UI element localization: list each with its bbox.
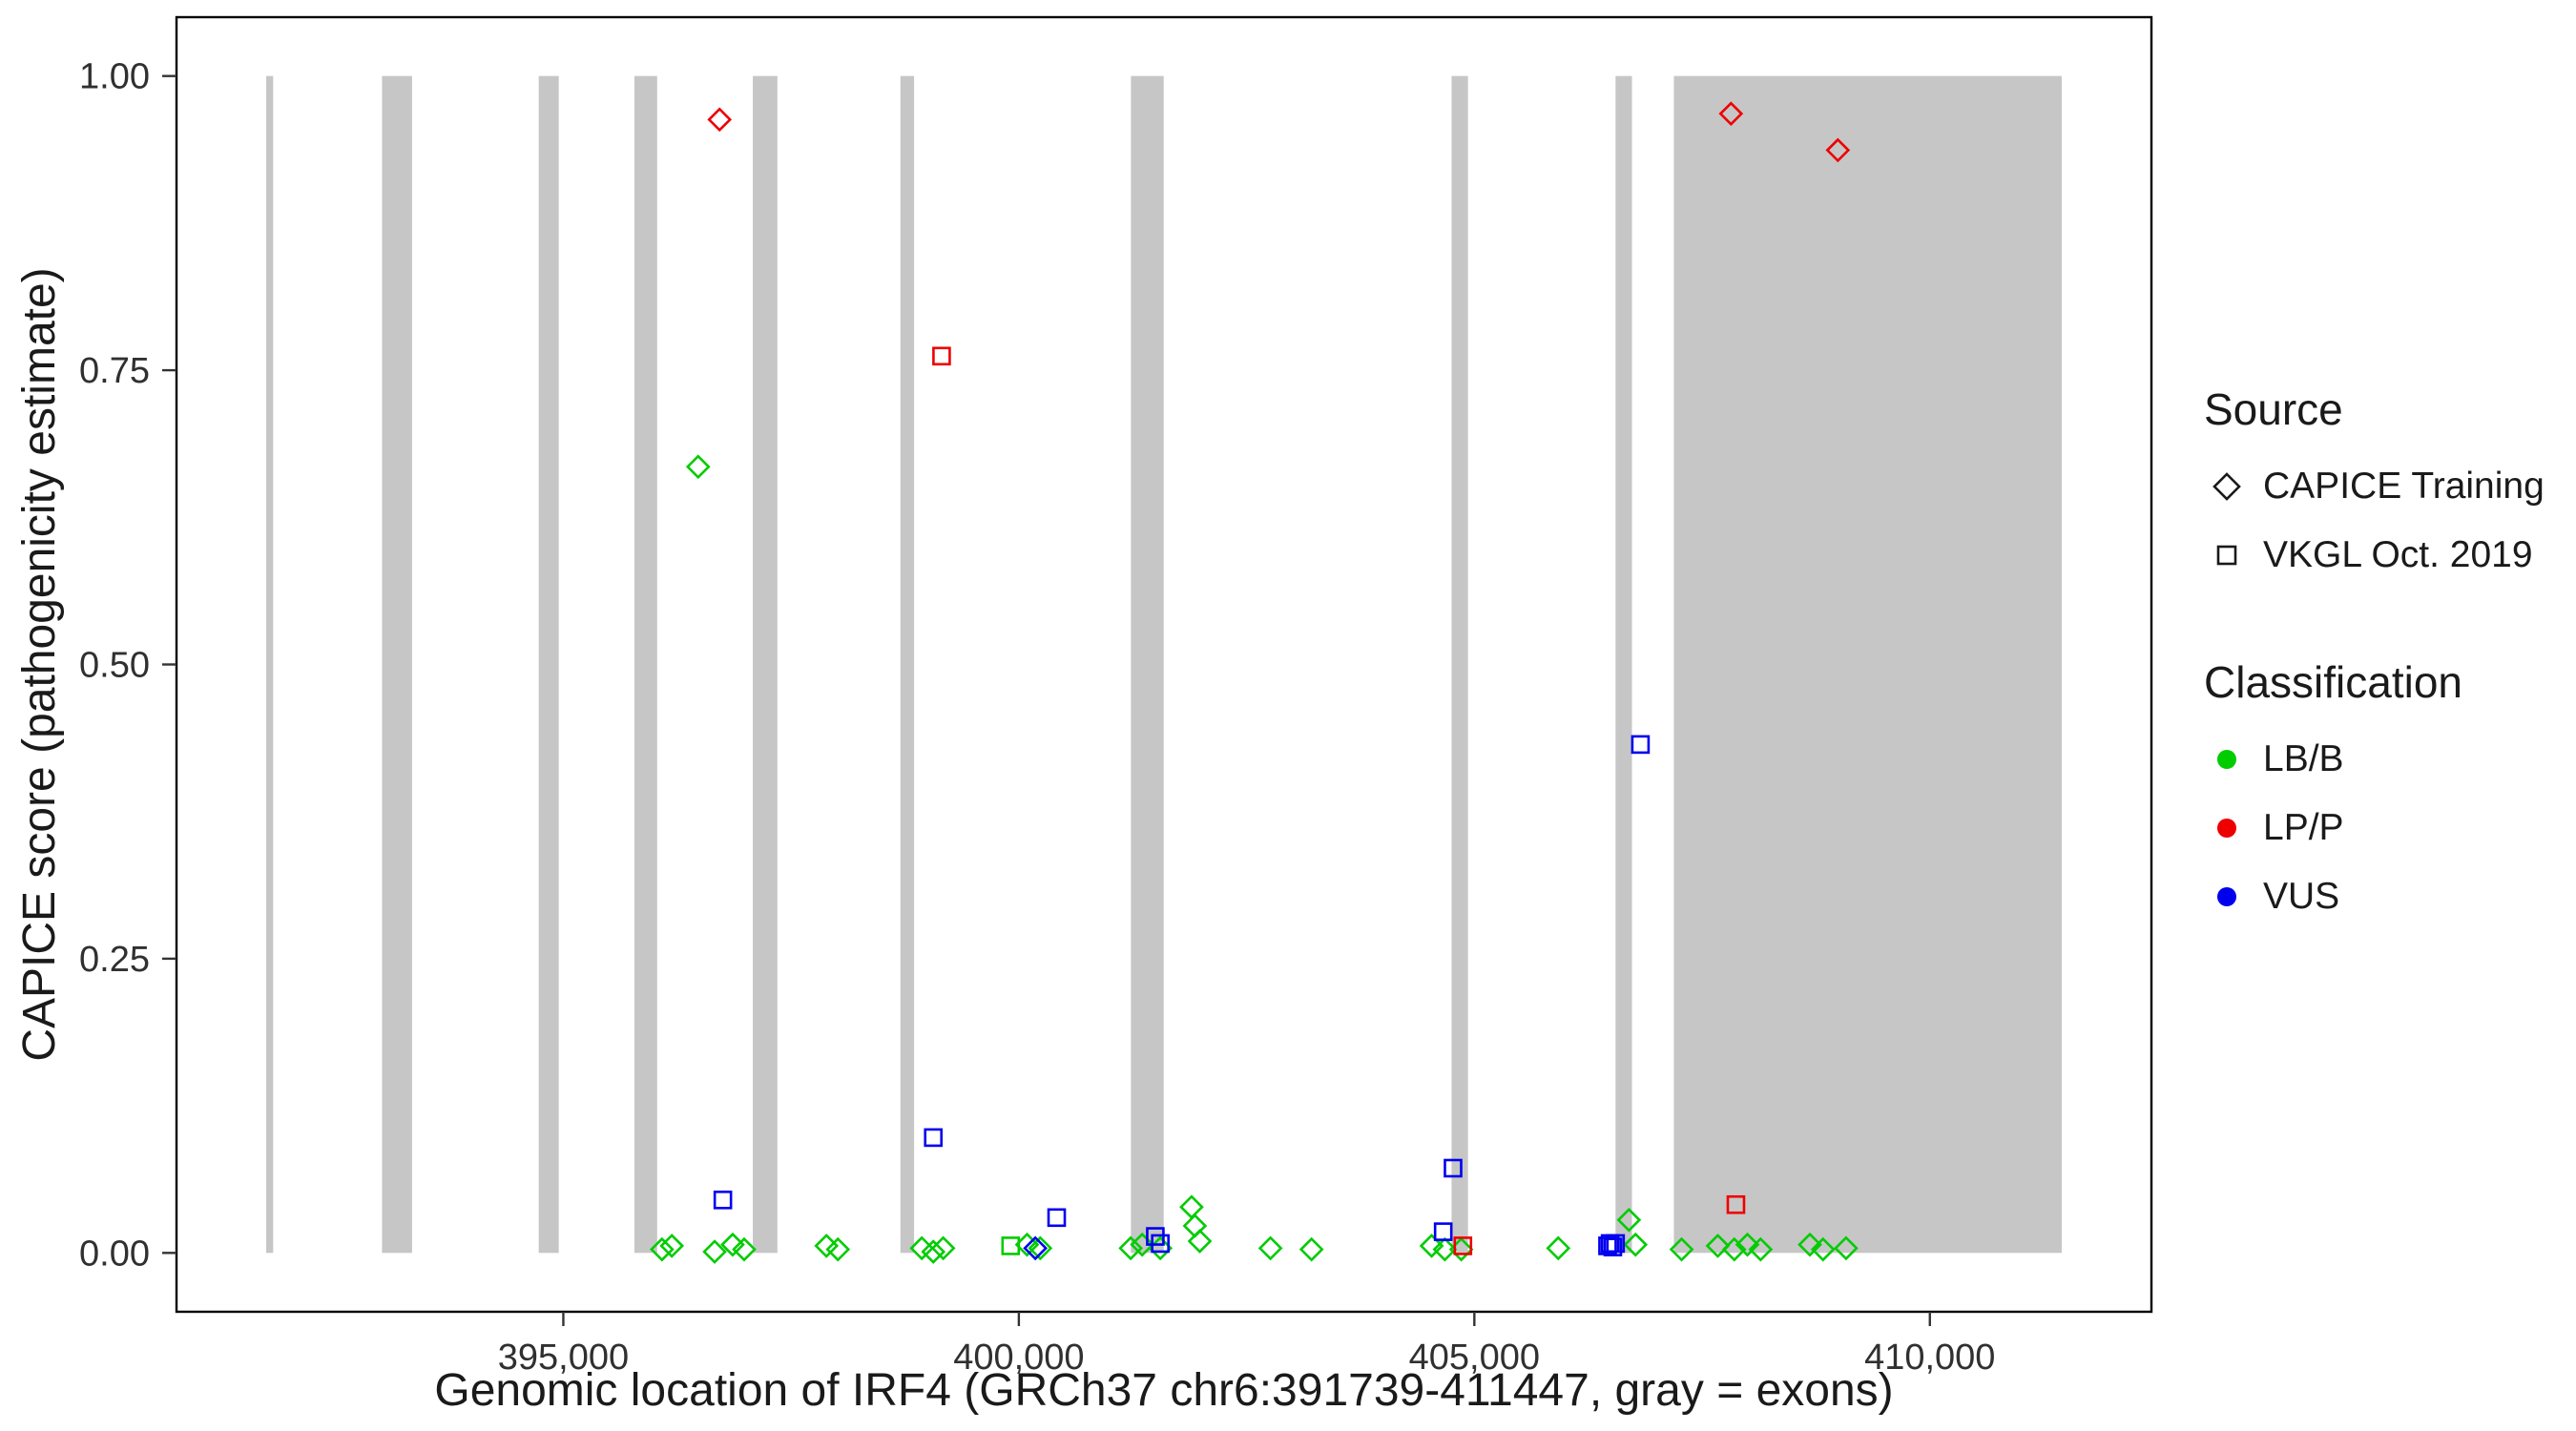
data-point <box>1726 1194 1746 1214</box>
data-point <box>1187 1229 1213 1254</box>
data-point <box>707 107 733 133</box>
x-tick-label: 410,000 <box>1864 1338 1995 1378</box>
data-point <box>659 1234 685 1258</box>
legend-item-vus: VUS <box>2204 862 2545 931</box>
data-point <box>1718 101 1744 126</box>
data-point <box>1014 1232 1040 1257</box>
y-tick-label: 1.00 <box>79 57 150 97</box>
data-point <box>1298 1236 1324 1262</box>
data-point <box>1453 1236 1473 1255</box>
legend-item-label: VKGL Oct. 2019 <box>2263 534 2533 575</box>
data-point <box>921 1239 946 1264</box>
diamond-icon <box>2204 468 2250 505</box>
data-point <box>1603 1237 1623 1256</box>
data-point <box>814 1234 840 1258</box>
data-point <box>1047 1208 1067 1228</box>
data-point <box>909 1235 935 1261</box>
legend-item-label: LP/P <box>2263 807 2344 848</box>
data-point <box>1444 1158 1463 1178</box>
data-point <box>1023 1235 1049 1261</box>
data-point <box>1130 1232 1155 1257</box>
data-point <box>1810 1236 1836 1262</box>
data-point <box>702 1239 727 1264</box>
exon-band <box>753 75 778 1254</box>
data-point <box>1631 735 1651 755</box>
legend-source: Source CAPICE Training VKGL Oct. 2019 <box>2204 384 2545 590</box>
data-point <box>825 1236 851 1262</box>
data-point <box>1616 1207 1642 1233</box>
legend-source-title: Source <box>2204 384 2343 434</box>
data-point <box>1797 1232 1822 1257</box>
data-point <box>1433 1222 1453 1241</box>
data-point <box>1735 1232 1760 1257</box>
data-point <box>720 1232 745 1257</box>
y-tick-label: 0.75 <box>79 351 150 391</box>
legend-item-label: CAPICE Training <box>2263 466 2545 507</box>
data-point <box>1834 1235 1859 1261</box>
legend-item-label: VUS <box>2263 876 2340 917</box>
square-icon <box>2204 537 2250 573</box>
data-point <box>1705 1234 1731 1258</box>
x-axis-title: Genomic location of IRF4 (GRCh37 chr6:39… <box>434 1365 1894 1416</box>
y-tick-label: 0.25 <box>79 940 150 980</box>
data-point <box>1419 1234 1444 1258</box>
exon-band <box>900 75 915 1254</box>
data-point <box>1748 1236 1774 1262</box>
exon-band <box>382 75 412 1254</box>
exon-band <box>1451 75 1468 1254</box>
legend: Source CAPICE Training VKGL Oct. 2019 <box>2204 384 2545 931</box>
legend-item-lbb: LB/B <box>2204 725 2545 794</box>
data-point <box>685 454 711 480</box>
data-point <box>1606 1234 1626 1254</box>
data-point <box>713 1191 733 1210</box>
data-point <box>1028 1235 1053 1261</box>
data-point <box>1623 1232 1649 1257</box>
data-point <box>1001 1236 1021 1255</box>
data-point <box>1151 1234 1170 1254</box>
exon-band <box>538 75 559 1254</box>
data-point <box>932 346 951 366</box>
legend-item-vkgl: VKGL Oct. 2019 <box>2204 521 2545 590</box>
exon-band <box>266 75 274 1254</box>
exon-band <box>634 75 657 1254</box>
legend-item-capice-training: CAPICE Training <box>2204 452 2545 521</box>
data-point <box>1825 137 1851 163</box>
legend-classification: Classification LB/B LP/P <box>2204 656 2545 931</box>
data-point <box>924 1128 944 1148</box>
y-axis-title: CAPICE score (pathogenicity estimate) <box>14 267 65 1062</box>
data-point <box>1179 1194 1204 1220</box>
data-point <box>1546 1235 1571 1261</box>
data-point <box>1118 1235 1143 1261</box>
vus-color-dot-icon <box>2204 879 2250 915</box>
exon-band <box>1615 75 1632 1254</box>
x-tick-label: 400,000 <box>953 1338 1084 1378</box>
data-point <box>732 1236 757 1262</box>
legend-classification-title: Classification <box>2204 657 2462 707</box>
lbb-color-dot-icon <box>2204 741 2250 778</box>
data-point <box>1432 1236 1458 1262</box>
data-point <box>1669 1236 1694 1262</box>
data-point <box>930 1235 956 1261</box>
x-tick-label: 395,000 <box>498 1338 629 1378</box>
data-point <box>650 1236 675 1262</box>
exon-band <box>1131 75 1164 1254</box>
legend-item-label: LB/B <box>2263 738 2344 779</box>
data-point <box>1257 1235 1283 1261</box>
lpp-color-dot-icon <box>2204 810 2250 846</box>
exon-band <box>1673 75 2062 1254</box>
y-tick-label: 0.00 <box>79 1234 150 1274</box>
legend-item-lpp: LP/P <box>2204 794 2545 862</box>
x-tick-label: 405,000 <box>1409 1338 1540 1378</box>
data-point <box>1721 1236 1747 1262</box>
y-tick-label: 0.50 <box>79 646 150 686</box>
